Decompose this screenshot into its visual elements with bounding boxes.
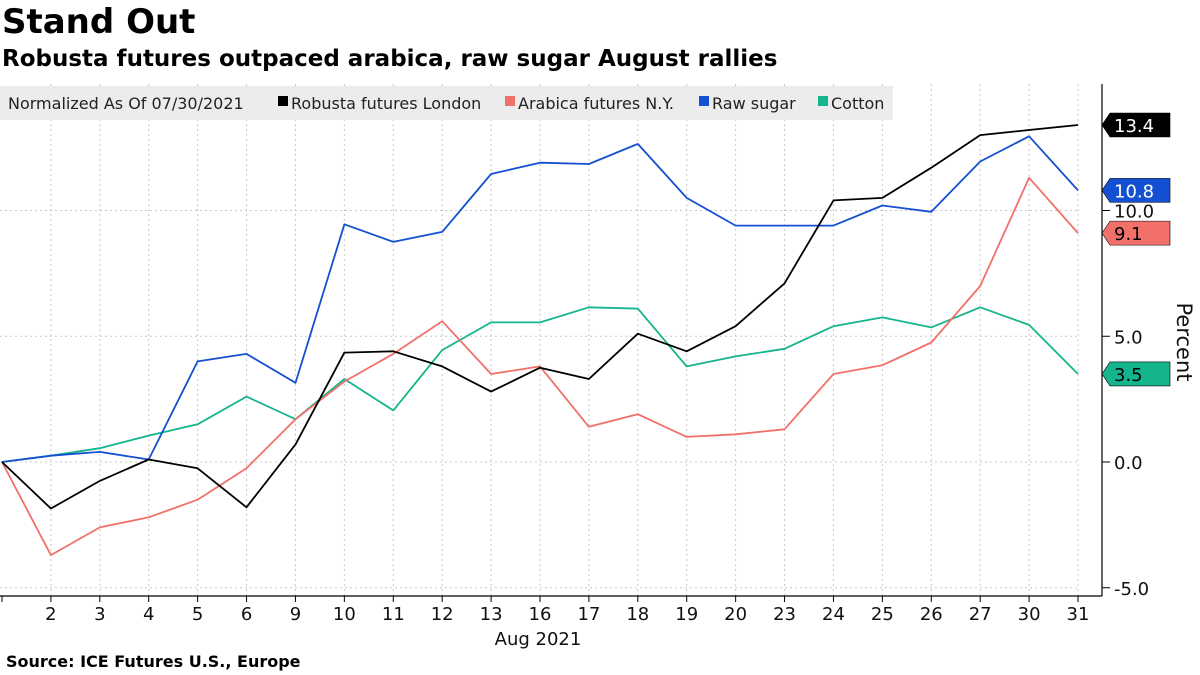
x-tick-label: 31 bbox=[1067, 604, 1090, 625]
chart-title: Stand Out bbox=[2, 2, 196, 42]
x-tick-label: 6 bbox=[241, 604, 252, 625]
x-tick-label: 12 bbox=[431, 604, 454, 625]
last-value-badge bbox=[1101, 220, 1171, 246]
legend-title: Normalized As Of 07/30/2021 bbox=[8, 94, 244, 113]
x-tick-label: 9 bbox=[290, 604, 301, 625]
legend-item-label: Robusta futures London bbox=[291, 94, 481, 113]
chart-subtitle: Robusta futures outpaced arabica, raw su… bbox=[2, 46, 778, 72]
last-value-badge bbox=[1101, 178, 1171, 203]
y-tick-label: 5.0 bbox=[1114, 327, 1143, 348]
y-tick-label: 0.0 bbox=[1114, 453, 1143, 474]
legend-swatch bbox=[818, 96, 828, 106]
x-tick-label: 5 bbox=[192, 604, 203, 625]
x-tick-label: 18 bbox=[626, 604, 649, 625]
x-tick-label: 30 bbox=[1018, 604, 1041, 625]
legend-item-label: Arabica futures N.Y. bbox=[518, 94, 674, 113]
x-tick-label: 26 bbox=[920, 604, 943, 625]
legend-item-label: Cotton bbox=[831, 94, 884, 113]
legend-swatch bbox=[699, 96, 709, 106]
series-layer bbox=[1, 124, 1079, 556]
y-tick-label: 10.0 bbox=[1114, 202, 1154, 223]
chart-source: Source: ICE Futures U.S., Europe bbox=[6, 652, 301, 671]
y-axis-title: Percent bbox=[1172, 302, 1196, 381]
legend-swatch bbox=[505, 96, 515, 106]
last-value-label: 10.8 bbox=[1114, 181, 1154, 202]
last-value-badge bbox=[1101, 361, 1171, 387]
y-tick-label: -5.0 bbox=[1114, 579, 1149, 600]
x-tick-label: 20 bbox=[724, 604, 747, 625]
x-tick-label: 4 bbox=[143, 604, 154, 625]
grid-layer bbox=[0, 84, 1079, 596]
x-tick-label: 25 bbox=[871, 604, 894, 625]
last-value-badge bbox=[1101, 112, 1171, 138]
x-tick-label: 17 bbox=[577, 604, 600, 625]
x-tick-label: 3 bbox=[94, 604, 105, 625]
legend-swatch bbox=[278, 96, 288, 106]
last-value-label: 3.5 bbox=[1114, 365, 1143, 386]
last-value-label: 13.4 bbox=[1114, 116, 1154, 137]
last-value-label: 9.1 bbox=[1114, 224, 1143, 245]
legend: Normalized As Of 07/30/2021 Robusta futur… bbox=[0, 86, 893, 120]
x-tick-label: 19 bbox=[675, 604, 698, 625]
x-tick-label: 11 bbox=[382, 604, 405, 625]
last-value-badges: 13.4 10.8 9.1 3.5 bbox=[1101, 112, 1171, 387]
series-line-robusta-futures-london bbox=[1, 124, 1079, 510]
legend-item-label: Raw sugar bbox=[712, 94, 796, 113]
axes-layer: -5.00.05.010.02 3 4 5 6 9 10 11 12 13 16 17 18 19 20 23… bbox=[0, 84, 1154, 625]
legend-background bbox=[0, 86, 893, 120]
x-tick-label: 2 bbox=[45, 604, 56, 625]
x-tick-label: 13 bbox=[480, 604, 503, 625]
x-axis-title: Aug 2021 bbox=[495, 629, 582, 650]
series-line-arabica-futures-n-y bbox=[1, 176, 1079, 556]
x-tick-label: 16 bbox=[529, 604, 552, 625]
x-tick-label: 23 bbox=[773, 604, 796, 625]
x-tick-label: 10 bbox=[333, 604, 356, 625]
series-line-cotton bbox=[1, 306, 1079, 463]
x-tick-label: 27 bbox=[969, 604, 992, 625]
series-line-raw-sugar bbox=[1, 135, 1079, 463]
x-tick-label: 24 bbox=[822, 604, 845, 625]
